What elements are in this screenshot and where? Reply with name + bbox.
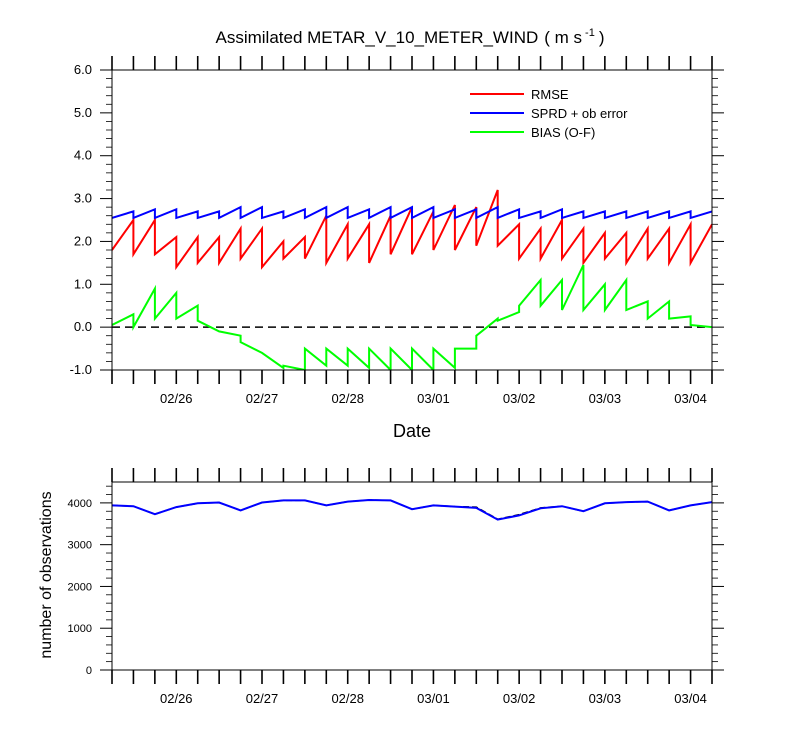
y-tick-label: 5.0 (74, 105, 92, 120)
y-tick-label: 3.0 (74, 191, 92, 206)
y-tick-label: -1.0 (70, 362, 92, 377)
chart-title: Assimilated METAR_V_10_METER_WIND( m s -1… (215, 27, 604, 47)
x-tick-label: 03/01 (417, 391, 450, 406)
bottom-series-group (112, 498, 712, 521)
x-tick-label: 03/01 (417, 691, 450, 706)
x-tick-label: 02/27 (246, 391, 279, 406)
y-tick-label: 2000 (68, 581, 92, 593)
legend: RMSE SPRD + ob error BIAS (O-F) (470, 87, 628, 140)
top-series-group (112, 189, 712, 370)
y-tick-label: 4000 (68, 498, 92, 510)
y-tick-label: 0 (86, 665, 92, 677)
series-line-observations-assimilated (112, 498, 712, 521)
top-x-tick-labels: 02/26 02/27 02/28 03/01 03/02 03/03 03/04 (160, 391, 707, 406)
legend-label: SPRD + ob error (531, 106, 628, 121)
series-line-sprd-ob-error (112, 205, 712, 220)
y-axis-label: number of observations (38, 491, 55, 658)
x-tick-label: 03/04 (674, 691, 707, 706)
bottom-plot-frame (111, 481, 713, 671)
legend-label: RMSE (531, 87, 569, 102)
bottom-x-tick-labels: 02/26 02/27 02/28 03/01 03/02 03/03 03/04 (160, 691, 707, 706)
y-tick-label: 0.0 (74, 319, 92, 334)
observation-count-panel: 0 1000 2000 3000 4000 02/26 02/27 02/28 03/01 03… (38, 468, 724, 706)
x-tick-label: 03/02 (503, 691, 536, 706)
x-tick-label: 02/28 (331, 691, 364, 706)
y-tick-label: 4.0 (74, 148, 92, 163)
x-tick-label: 02/26 (160, 391, 193, 406)
y-tick-label: 1000 (68, 623, 92, 635)
top-plot-frame (111, 69, 713, 371)
y-tick-label: 3000 (68, 540, 92, 552)
top-axis-ticks (100, 56, 724, 384)
y-tick-label: 6.0 (74, 62, 92, 77)
x-tick-label: 02/26 (160, 691, 193, 706)
y-tick-label: 2.0 (74, 233, 92, 248)
x-tick-label: 03/03 (589, 691, 622, 706)
bottom-axis-ticks (100, 468, 724, 684)
x-tick-label: 02/28 (331, 391, 364, 406)
x-tick-label: 03/02 (503, 391, 536, 406)
rmse-spread-bias-panel: Assimilated METAR_V_10_METER_WIND( m s -1… (70, 27, 724, 441)
top-y-tick-labels: -1.0 0.0 1.0 2.0 3.0 4.0 5.0 6.0 (70, 62, 92, 377)
bottom-y-tick-labels: 0 1000 2000 3000 4000 (68, 498, 92, 677)
x-tick-label: 02/27 (246, 691, 279, 706)
x-tick-label: 03/03 (589, 391, 622, 406)
series-line-rmse (112, 189, 712, 271)
series-line-bias-o-f (112, 264, 712, 370)
x-axis-label: Date (393, 421, 431, 441)
y-tick-label: 1.0 (74, 276, 92, 291)
legend-label: BIAS (O-F) (531, 125, 595, 140)
x-tick-label: 03/04 (674, 391, 707, 406)
